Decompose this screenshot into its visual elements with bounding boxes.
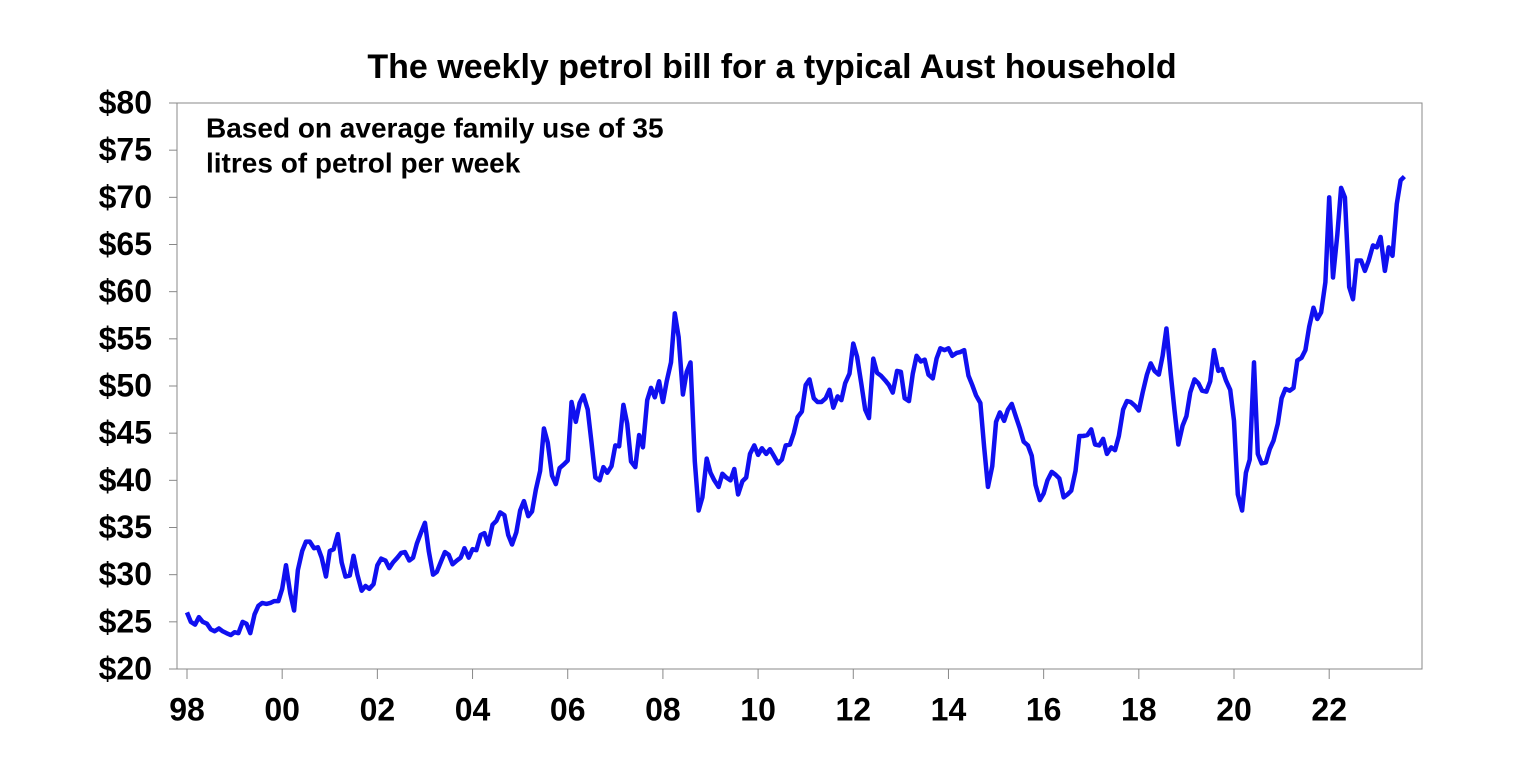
x-tick-label: 00	[264, 691, 300, 727]
y-tick-label: $20	[99, 650, 152, 686]
x-tick-label: 04	[455, 691, 491, 727]
y-tick-label: $75	[99, 132, 152, 168]
y-tick-label: $25	[99, 603, 152, 639]
x-tick-label: 12	[835, 691, 871, 727]
y-tick-label: $80	[99, 84, 152, 120]
chart-title: The weekly petrol bill for a typical Aus…	[367, 48, 1176, 86]
y-tick-label: $60	[99, 273, 152, 309]
y-tick-label: $65	[99, 226, 152, 262]
x-tick-label: 06	[550, 691, 586, 727]
x-tick-label: 02	[360, 691, 396, 727]
x-tick-label: 16	[1026, 691, 1062, 727]
data-line	[184, 174, 1406, 638]
y-tick-label: $50	[99, 367, 152, 403]
x-tick-label: 10	[740, 691, 776, 727]
y-tick-label: $30	[99, 556, 152, 592]
y-tick-label: $55	[99, 320, 152, 356]
y-tick-label: $70	[99, 179, 152, 215]
x-tick-label: 14	[931, 691, 967, 727]
annotation: Based on average family use of 35	[206, 112, 664, 143]
x-tick-label: 20	[1216, 691, 1252, 727]
x-tick-label: 22	[1311, 691, 1347, 727]
x-tick-label: 98	[169, 691, 205, 727]
x-tick-label: 18	[1121, 691, 1157, 727]
x-tick-label: 08	[645, 691, 681, 727]
annotation: litres of petrol per week	[206, 147, 521, 178]
y-tick-label: $45	[99, 415, 152, 451]
y-tick-label: $40	[99, 462, 152, 498]
y-tick-label: $35	[99, 509, 152, 545]
